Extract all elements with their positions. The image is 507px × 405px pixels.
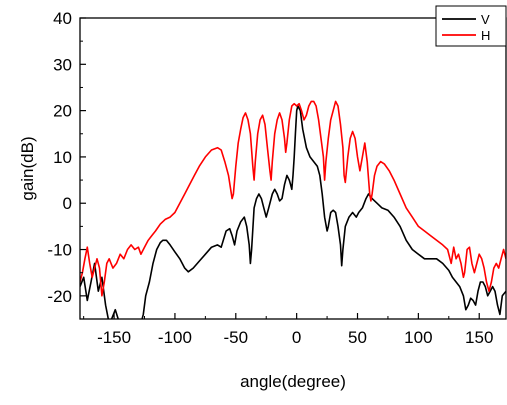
y-tick-label: -10 xyxy=(47,241,72,260)
plot-lines xyxy=(80,100,506,319)
y-tick-label: -20 xyxy=(47,287,72,306)
x-tick-label: 150 xyxy=(465,328,493,347)
y-tick-label: 20 xyxy=(53,102,72,121)
x-tick-label: -100 xyxy=(158,328,192,347)
x-tick-label: 50 xyxy=(348,328,367,347)
legend: VH xyxy=(435,5,507,47)
x-tick-label: 0 xyxy=(292,328,301,347)
x-axis-label: angle(degree) xyxy=(240,372,346,391)
y-tick-label: 30 xyxy=(53,55,72,74)
x-tick-label: 100 xyxy=(404,328,432,347)
y-tick-label: 0 xyxy=(63,194,72,213)
legend-label-H: H xyxy=(481,28,490,43)
y-axis-label: gain(dB) xyxy=(18,136,37,200)
x-axis: -150 -100 -50 0 50 100 150 xyxy=(83,313,493,347)
series-line-V xyxy=(80,105,506,319)
legend-box xyxy=(435,5,507,47)
plot-frame xyxy=(79,17,507,320)
x-tick-label: -150 xyxy=(97,328,131,347)
x-tick-label: -50 xyxy=(224,328,249,347)
y-axis: -20 -10 0 10 20 30 40 xyxy=(47,9,86,320)
series-line-H xyxy=(80,100,506,297)
y-tick-label: 10 xyxy=(53,148,72,167)
y-tick-label: 40 xyxy=(53,9,72,28)
legend-label-V: V xyxy=(481,12,490,27)
